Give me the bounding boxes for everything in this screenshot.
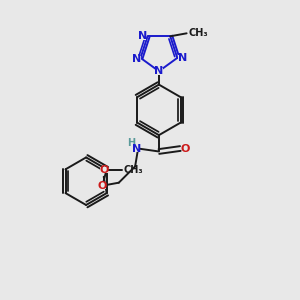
- Text: CH₃: CH₃: [124, 165, 144, 175]
- Text: N: N: [154, 66, 164, 76]
- Bar: [133, 56, 141, 63]
- Text: N: N: [178, 53, 187, 63]
- Text: CH₃: CH₃: [188, 28, 208, 38]
- Bar: [100, 167, 108, 173]
- Text: H: H: [128, 138, 136, 148]
- Text: O: O: [181, 143, 190, 154]
- Text: N: N: [138, 31, 147, 41]
- Bar: [178, 55, 186, 61]
- Bar: [98, 182, 106, 189]
- Bar: [182, 145, 190, 152]
- Text: N: N: [132, 54, 142, 64]
- Text: N: N: [132, 143, 141, 154]
- Text: O: O: [97, 181, 106, 191]
- Bar: [133, 145, 140, 152]
- Bar: [155, 68, 163, 74]
- Bar: [139, 33, 146, 40]
- Text: O: O: [99, 165, 108, 175]
